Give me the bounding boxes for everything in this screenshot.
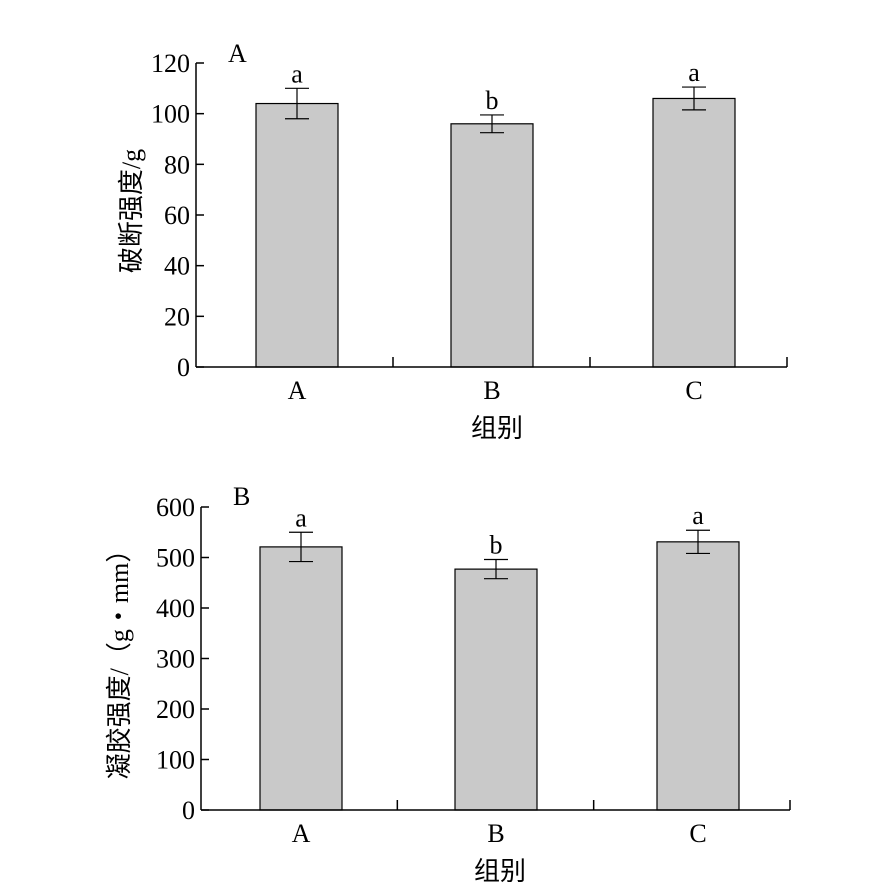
y-tick-label: 120 xyxy=(151,49,190,78)
y-axis-label: 凝胶强度/（g・mm） xyxy=(105,537,134,780)
y-tick-label: 20 xyxy=(164,302,190,331)
significance-letter: a xyxy=(295,503,307,532)
chart-panel-a: A 破断强度/g 组别 a Ab Ba C 0 20 40 60 80 100 120 xyxy=(117,39,788,443)
bar-b xyxy=(450,123,534,368)
panel-label: A xyxy=(228,39,247,68)
y-tick-label: 600 xyxy=(156,493,195,522)
y-tick-label: 0 xyxy=(182,796,195,825)
panel-label: B xyxy=(233,482,250,511)
bar-c xyxy=(652,97,736,368)
y-tick-label: 500 xyxy=(156,544,195,573)
x-tick-label: C xyxy=(689,819,706,848)
y-tick-label: 400 xyxy=(156,594,195,623)
x-axis-label: 组别 xyxy=(474,857,526,886)
y-tick-label: 60 xyxy=(164,201,190,230)
bar-a xyxy=(259,546,343,811)
y-tick-label: 200 xyxy=(156,695,195,724)
significance-letter: a xyxy=(692,501,704,530)
significance-letter: a xyxy=(291,59,303,88)
x-axis-label: 组别 xyxy=(471,414,523,443)
y-tick-label: 80 xyxy=(164,150,190,179)
y-tick-label: 300 xyxy=(156,645,195,674)
significance-letter: a xyxy=(688,58,700,87)
bar-b xyxy=(454,568,538,811)
y-axis-label: 破断强度/g xyxy=(117,149,146,273)
chart-panel-b: B 凝胶强度/（g・mm） 组别 a Ab Ba C 0 100 200 300 400 500 6… xyxy=(105,482,791,886)
significance-letter: b xyxy=(490,531,503,560)
x-tick-label: A xyxy=(292,819,311,848)
x-tick-label: B xyxy=(487,819,504,848)
x-tick-label: B xyxy=(483,376,500,405)
y-tick-label: 100 xyxy=(156,746,195,775)
x-tick-label: A xyxy=(288,376,307,405)
y-tick-label: 0 xyxy=(177,353,190,382)
significance-letter: b xyxy=(486,86,499,115)
x-tick-label: C xyxy=(685,376,702,405)
bar-a xyxy=(255,102,339,368)
y-tick-label: 40 xyxy=(164,252,190,281)
bar-c xyxy=(656,541,740,811)
y-tick-label: 100 xyxy=(151,100,190,129)
